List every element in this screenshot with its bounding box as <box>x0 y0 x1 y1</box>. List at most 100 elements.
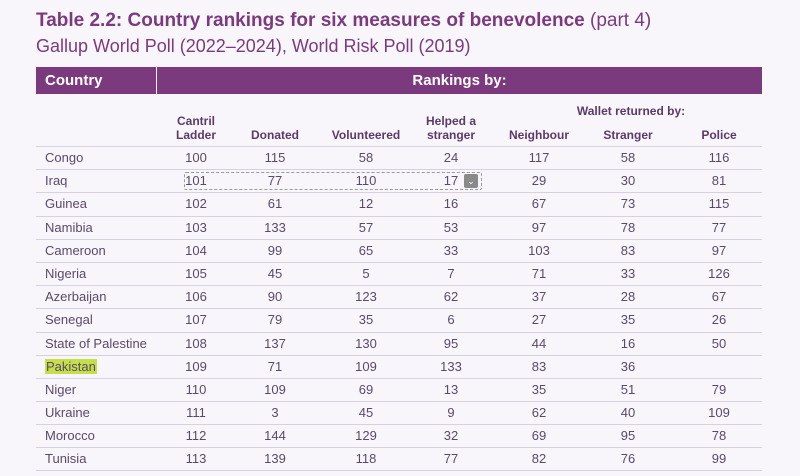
table-row: Niger 110 109 69 13 35 51 79 <box>36 377 762 401</box>
rank-cell: 116 <box>708 150 730 165</box>
country-cell: Niger <box>45 381 77 397</box>
rank-cell: 73 <box>620 196 636 212</box>
column-header-line2: Volunteered <box>331 128 401 142</box>
rank-cell: 24 <box>443 150 459 165</box>
rank-cell: 36 <box>620 358 636 374</box>
rank-cell: 104 <box>185 242 207 258</box>
column-header-line2: stranger <box>426 128 476 142</box>
table-row: Tunisia 113 139 118 77 82 76 99 <box>36 447 762 471</box>
country-cell: Guinea <box>45 196 87 212</box>
country-cell: Iraq <box>45 173 68 189</box>
rank-cell: 51 <box>620 381 636 397</box>
table-row: Senegal 107 79 35 6 27 35 26 <box>36 308 762 331</box>
rankings-header: Rankings by: <box>412 72 507 89</box>
rank-cell: 37 <box>531 289 547 305</box>
rank-cell: 62 <box>531 405 547 421</box>
table-row: Guinea 102 61 12 16 67 73 115 <box>36 192 762 215</box>
rank-cell: 35 <box>620 312 636 328</box>
column-header-line1: Cantril <box>176 114 215 128</box>
chevron-down-icon[interactable]: ⌄ <box>464 174 478 189</box>
rank-cell: 57 <box>358 219 374 235</box>
rank-cell: 62 <box>443 289 459 305</box>
rank-cell: 17 <box>443 173 459 189</box>
rank-cell: 77 <box>711 219 727 235</box>
rank-cell: 69 <box>531 428 547 444</box>
rank-cell: 61 <box>267 196 283 212</box>
column-header-line2: Stranger <box>603 128 653 142</box>
rank-cell: 115 <box>708 196 730 212</box>
rank-cell: 29 <box>531 173 547 189</box>
country-header: Country <box>36 67 157 94</box>
table-row: Congo 100 115 58 24 117 58 116 <box>36 146 762 169</box>
rank-cell: 53 <box>443 219 459 235</box>
rank-cell: 109 <box>264 381 286 397</box>
column-header-police: Police <box>679 114 759 142</box>
rank-cell: 35 <box>531 381 547 397</box>
table-title: Table 2.2: Country rankings for six meas… <box>36 10 651 32</box>
rank-cell: 79 <box>711 381 727 397</box>
rank-cell: 101 <box>185 173 207 189</box>
rank-cell: 123 <box>355 289 377 305</box>
rank-cell: 35 <box>358 312 374 328</box>
rank-cell: 45 <box>267 265 283 281</box>
country-cell: Senegal <box>45 312 93 328</box>
rank-cell: 3 <box>271 405 279 421</box>
rank-cell: 50 <box>711 335 727 351</box>
rank-cell: 144 <box>264 428 286 444</box>
table-title-part: (part 4) <box>584 10 652 31</box>
rank-cell: 117 <box>528 150 550 165</box>
rank-cell: 118 <box>355 451 377 467</box>
rank-cell: 102 <box>185 196 207 212</box>
table-body: Congo 100 115 58 24 117 58 116 Iraq 101 77 110 17 29 3… <box>36 146 762 471</box>
rank-cell: 130 <box>355 335 377 351</box>
country-cell: Nigeria <box>45 265 87 281</box>
rank-cell: 71 <box>267 358 283 374</box>
country-cell: Azerbaijan <box>45 289 107 305</box>
rank-cell: 78 <box>620 219 636 235</box>
rank-cell: 113 <box>185 451 207 467</box>
rank-cell: 28 <box>620 289 636 305</box>
column-header-ladder: Cantril Ladder <box>156 114 236 142</box>
rank-cell: 90 <box>267 289 283 305</box>
rank-cell: 16 <box>620 335 636 351</box>
rank-cell: 30 <box>620 173 636 189</box>
country-cell: Pakistan <box>45 356 165 378</box>
column-header-volunteered: Volunteered <box>316 114 416 142</box>
column-header-line1 <box>494 114 584 128</box>
country-cell: Morocco <box>45 428 95 444</box>
column-header-line2: Police <box>701 128 737 142</box>
table-row: Pakistan 109 71 109 133 83 36 <box>36 354 762 378</box>
rank-cell: 77 <box>267 173 283 189</box>
rank-cell: 81 <box>711 173 727 189</box>
country-cell: Ukraine <box>45 405 90 421</box>
rank-cell: 115 <box>264 150 286 165</box>
rank-cell: 111 <box>186 405 206 421</box>
rank-cell: 71 <box>531 265 547 281</box>
rank-cell: 105 <box>185 265 207 281</box>
rank-cell: 58 <box>620 150 636 165</box>
rank-cell: 110 <box>185 381 207 397</box>
column-header-neighbour: Neighbour <box>494 114 584 142</box>
rank-cell: 99 <box>267 242 283 258</box>
rank-cell: 32 <box>443 428 459 444</box>
column-header-line1: Helped a <box>425 114 476 128</box>
column-header-line1 <box>588 114 668 128</box>
rank-cell: 129 <box>355 428 377 444</box>
rank-cell: 82 <box>531 451 547 467</box>
rank-cell: 33 <box>620 265 636 281</box>
table-row: Cameroon 104 99 65 33 103 83 97 <box>36 238 762 262</box>
rank-cell: 109 <box>185 358 207 374</box>
column-header-line2: Ladder <box>175 128 216 142</box>
table-row: State of Palestine 108 137 130 95 44 16 50 <box>36 331 762 355</box>
rank-cell: 78 <box>711 428 727 444</box>
rank-cell: 106 <box>185 289 207 305</box>
rank-cell: 77 <box>443 451 459 467</box>
rank-cell: 79 <box>267 312 283 328</box>
country-cell: Cameroon <box>45 242 106 258</box>
table-row: Namibia 103 133 57 53 97 78 77 <box>36 215 762 239</box>
country-cell: Congo <box>45 150 84 165</box>
rank-cell: 97 <box>711 242 727 258</box>
table-row: Iraq 101 77 110 17 29 30 81 ⌄ <box>36 169 762 192</box>
rank-cell: 58 <box>358 150 374 165</box>
column-header-line1 <box>235 114 315 128</box>
